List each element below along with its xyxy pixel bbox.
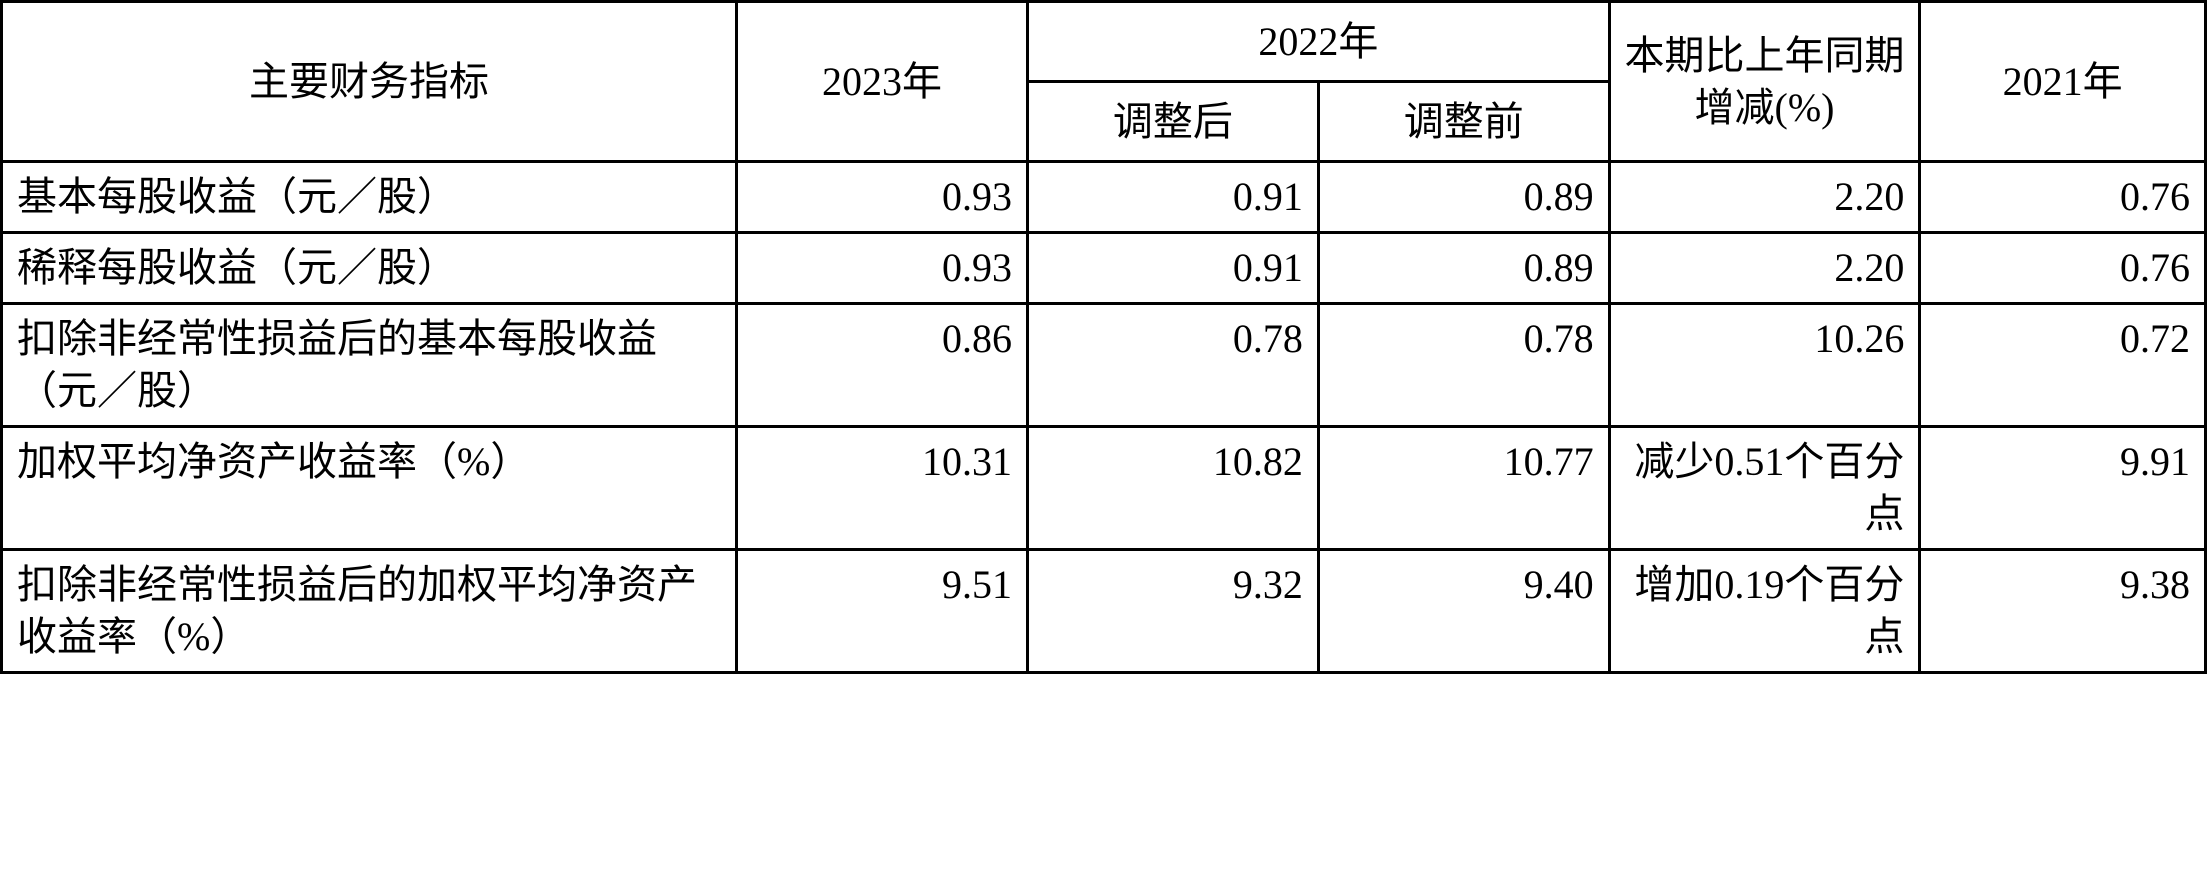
cell-change: 10.26 bbox=[1609, 304, 1920, 427]
cell-2021: 0.76 bbox=[1920, 162, 2206, 233]
cell-2022-before: 0.78 bbox=[1318, 304, 1609, 427]
table-row: 稀释每股收益（元／股） 0.93 0.91 0.89 2.20 0.76 bbox=[2, 233, 2206, 304]
financial-table-container: 主要财务指标 2023年 2022年 本期比上年同期增减(%) 2021年 调整… bbox=[0, 0, 2207, 674]
header-2022-before: 调整前 bbox=[1318, 82, 1609, 162]
cell-2021: 0.72 bbox=[1920, 304, 2206, 427]
table-row: 扣除非经常性损益后的基本每股收益（元／股） 0.86 0.78 0.78 10.… bbox=[2, 304, 2206, 427]
row-label: 稀释每股收益（元／股） bbox=[2, 233, 737, 304]
cell-2022-before: 0.89 bbox=[1318, 162, 1609, 233]
cell-2023: 0.93 bbox=[737, 233, 1028, 304]
cell-2021: 9.38 bbox=[1920, 550, 2206, 673]
table-body: 基本每股收益（元／股） 0.93 0.91 0.89 2.20 0.76 稀释每… bbox=[2, 162, 2206, 673]
cell-change: 增加0.19个百分点 bbox=[1609, 550, 1920, 673]
header-row-1: 主要财务指标 2023年 2022年 本期比上年同期增减(%) 2021年 bbox=[2, 2, 2206, 82]
table-row: 基本每股收益（元／股） 0.93 0.91 0.89 2.20 0.76 bbox=[2, 162, 2206, 233]
row-label: 扣除非经常性损益后的加权平均净资产收益率（%） bbox=[2, 550, 737, 673]
cell-2023: 10.31 bbox=[737, 427, 1028, 550]
cell-2023: 9.51 bbox=[737, 550, 1028, 673]
table-row: 扣除非经常性损益后的加权平均净资产收益率（%） 9.51 9.32 9.40 增… bbox=[2, 550, 2206, 673]
cell-change: 2.20 bbox=[1609, 162, 1920, 233]
cell-2022-after: 9.32 bbox=[1027, 550, 1318, 673]
cell-2022-after: 0.78 bbox=[1027, 304, 1318, 427]
cell-2022-before: 0.89 bbox=[1318, 233, 1609, 304]
cell-2023: 0.93 bbox=[737, 162, 1028, 233]
cell-2022-after: 0.91 bbox=[1027, 162, 1318, 233]
row-label: 扣除非经常性损益后的基本每股收益（元／股） bbox=[2, 304, 737, 427]
cell-2021: 0.76 bbox=[1920, 233, 2206, 304]
cell-2023: 0.86 bbox=[737, 304, 1028, 427]
cell-2022-before: 10.77 bbox=[1318, 427, 1609, 550]
table-header: 主要财务指标 2023年 2022年 本期比上年同期增减(%) 2021年 调整… bbox=[2, 2, 2206, 162]
cell-change: 2.20 bbox=[1609, 233, 1920, 304]
table-row: 加权平均净资产收益率（%） 10.31 10.82 10.77 减少0.51个百… bbox=[2, 427, 2206, 550]
header-2022-after: 调整后 bbox=[1027, 82, 1318, 162]
header-2023: 2023年 bbox=[737, 2, 1028, 162]
row-label: 基本每股收益（元／股） bbox=[2, 162, 737, 233]
row-label: 加权平均净资产收益率（%） bbox=[2, 427, 737, 550]
cell-2022-after: 10.82 bbox=[1027, 427, 1318, 550]
financial-indicators-table: 主要财务指标 2023年 2022年 本期比上年同期增减(%) 2021年 调整… bbox=[0, 0, 2207, 674]
header-2021: 2021年 bbox=[1920, 2, 2206, 162]
header-change: 本期比上年同期增减(%) bbox=[1609, 2, 1920, 162]
cell-2021: 9.91 bbox=[1920, 427, 2206, 550]
cell-2022-before: 9.40 bbox=[1318, 550, 1609, 673]
header-indicator: 主要财务指标 bbox=[2, 2, 737, 162]
cell-2022-after: 0.91 bbox=[1027, 233, 1318, 304]
cell-change: 减少0.51个百分点 bbox=[1609, 427, 1920, 550]
header-2022: 2022年 bbox=[1027, 2, 1609, 82]
